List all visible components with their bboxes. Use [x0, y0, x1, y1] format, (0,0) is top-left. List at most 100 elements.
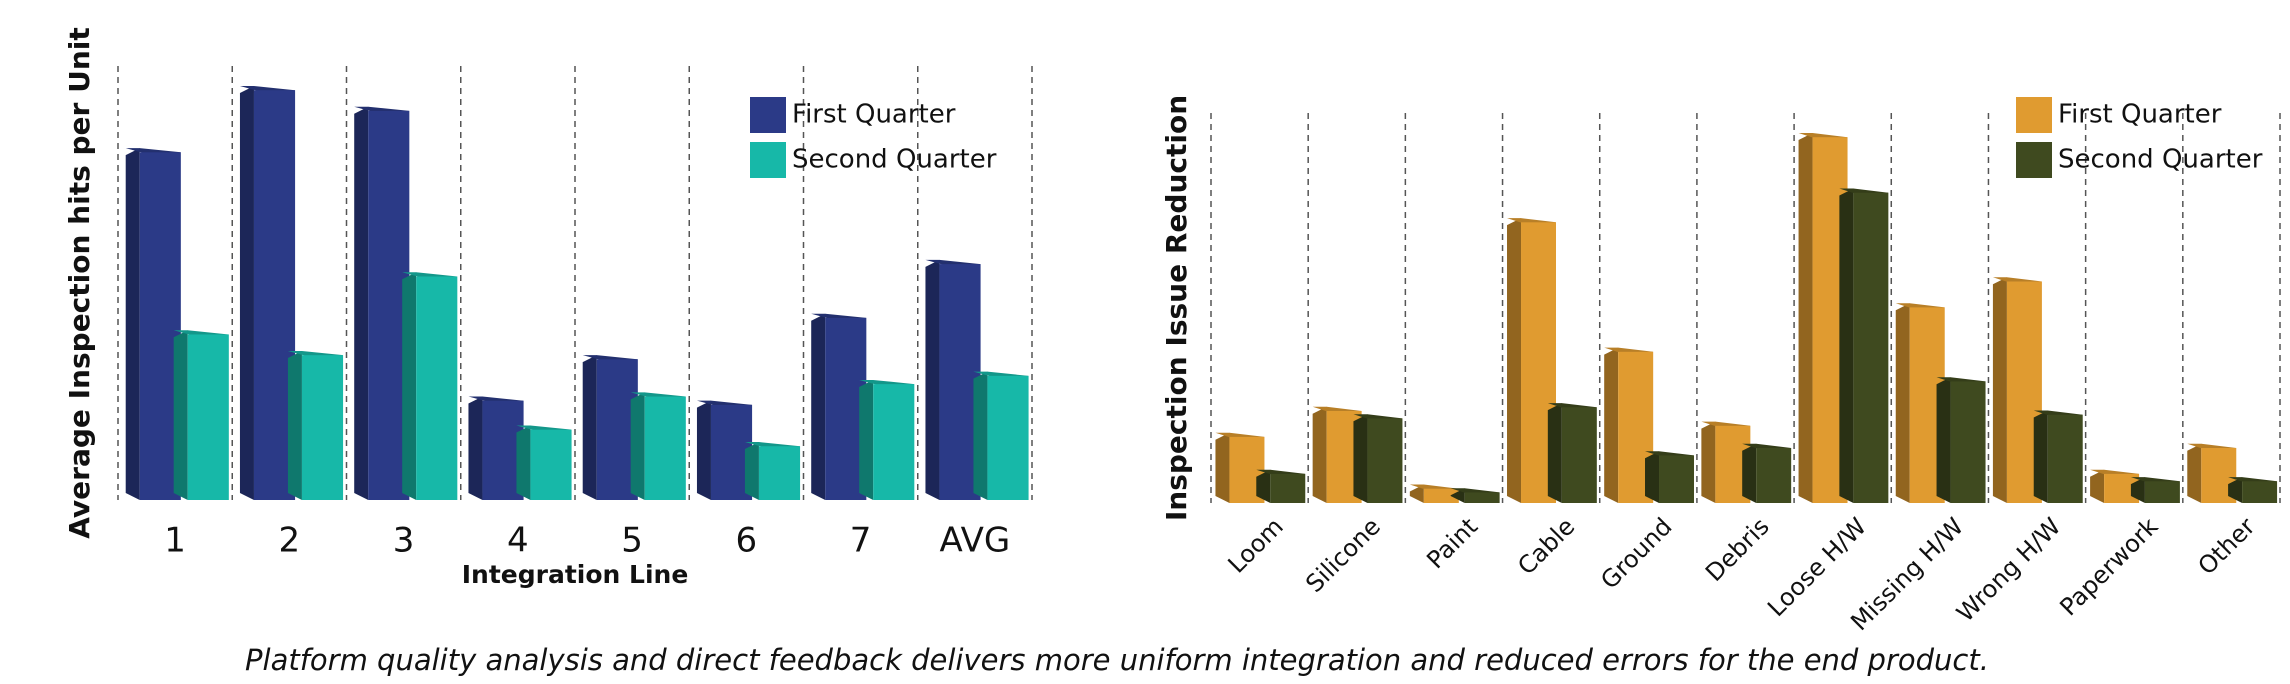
bar-side	[402, 272, 417, 500]
bar	[859, 379, 915, 500]
bar-side	[173, 330, 188, 500]
bar-side	[239, 86, 254, 500]
bar-side	[1547, 403, 1562, 503]
bar-front	[1464, 492, 1500, 503]
legend-swatch	[750, 142, 786, 178]
bar	[811, 313, 867, 500]
bar-side	[1839, 188, 1854, 503]
bar-side	[1409, 484, 1424, 503]
bar	[2033, 410, 2083, 503]
x-tick-label: Silicone	[1300, 512, 1386, 598]
bar	[925, 259, 981, 500]
bar-side	[125, 148, 140, 500]
x-tick-label: AVG	[940, 521, 1011, 561]
x-tick-label: 7	[850, 521, 872, 561]
bar-side	[582, 355, 597, 500]
bar-side	[925, 259, 940, 500]
x-tick-label: 6	[736, 521, 758, 561]
bar-side	[516, 425, 531, 500]
bar-side	[287, 350, 302, 500]
legend-swatch	[750, 97, 786, 133]
x-tick-label: 4	[507, 521, 529, 561]
bar	[402, 272, 458, 500]
bar-side	[1353, 414, 1368, 503]
x-tick-label: 3	[393, 521, 415, 561]
bar-front	[187, 334, 229, 500]
caption: Platform quality analysis and direct fee…	[245, 643, 1989, 677]
bar-side	[859, 379, 874, 500]
bar-front	[1853, 192, 1889, 503]
x-tick-label: Loom	[1223, 512, 1289, 578]
bar	[287, 350, 344, 500]
legend-label: Second Quarter	[792, 145, 997, 175]
bar	[1992, 277, 2042, 503]
bar	[582, 355, 638, 500]
bar-side	[1895, 303, 1910, 503]
bar-side	[1450, 488, 1465, 503]
bar	[1936, 377, 1986, 503]
x-tick-label: 5	[621, 521, 643, 561]
legend-label: First Quarter	[792, 100, 956, 130]
bar-side	[696, 400, 711, 500]
x-tick-label: Other	[2193, 512, 2261, 580]
bar	[744, 442, 801, 500]
bar-front	[644, 396, 686, 500]
bar-front	[873, 384, 915, 500]
bar-front	[416, 276, 458, 500]
bar-front	[758, 446, 801, 500]
bar-front	[2047, 414, 2083, 503]
x-tick-label: Cable	[1512, 512, 1580, 580]
x-tick-label: Paperwork	[2054, 512, 2163, 621]
bar-front	[1367, 418, 1403, 503]
bar-side	[1992, 277, 2007, 503]
x-tick-label: Wrong H/W	[1951, 512, 2066, 627]
bar	[1256, 469, 1306, 503]
legend-label: First Quarter	[2058, 100, 2222, 130]
x-tick-label: Ground	[1595, 512, 1677, 594]
bar-side	[1742, 443, 1757, 503]
bar	[1645, 451, 1694, 503]
bar-front	[2242, 481, 2278, 503]
bar-side	[630, 392, 645, 500]
bar-side	[1936, 377, 1951, 503]
bar-front	[1659, 455, 1694, 503]
bar-side	[2130, 477, 2145, 503]
bar	[125, 148, 181, 501]
x-tick-label: Debris	[1700, 512, 1775, 587]
bar	[2130, 477, 2180, 503]
bar	[1839, 188, 1889, 503]
bar-side	[1701, 421, 1716, 503]
x-tick-label: 1	[164, 521, 186, 561]
bar	[2090, 469, 2140, 503]
bar	[468, 396, 524, 500]
bar-side	[468, 396, 483, 500]
bar-front	[301, 355, 344, 500]
y-axis-label: Average Inspection hits per Unit	[63, 27, 96, 539]
legend-swatch	[2016, 142, 2052, 178]
bar	[1409, 484, 1459, 503]
bar	[173, 330, 229, 500]
bar-side	[1507, 218, 1522, 503]
bar	[1450, 488, 1500, 503]
x-tick-label: Paint	[1421, 512, 1483, 574]
bar-side	[744, 442, 759, 500]
bar-front	[987, 375, 1029, 500]
bar-front	[1423, 488, 1459, 503]
bar-side	[811, 313, 826, 500]
bar	[239, 86, 296, 500]
bar-side	[1645, 451, 1660, 503]
x-tick-label: 2	[279, 521, 301, 561]
bar-side	[2228, 477, 2243, 503]
bar-front	[530, 429, 572, 500]
bar-side	[1604, 347, 1619, 503]
bar	[973, 371, 1029, 500]
bar	[1547, 403, 1597, 503]
bar	[630, 392, 686, 500]
bar	[696, 400, 753, 500]
bar-side	[354, 106, 369, 500]
bar-front	[1561, 407, 1597, 503]
legend-swatch	[2016, 97, 2052, 133]
x-axis-label: Integration Line	[462, 560, 689, 589]
